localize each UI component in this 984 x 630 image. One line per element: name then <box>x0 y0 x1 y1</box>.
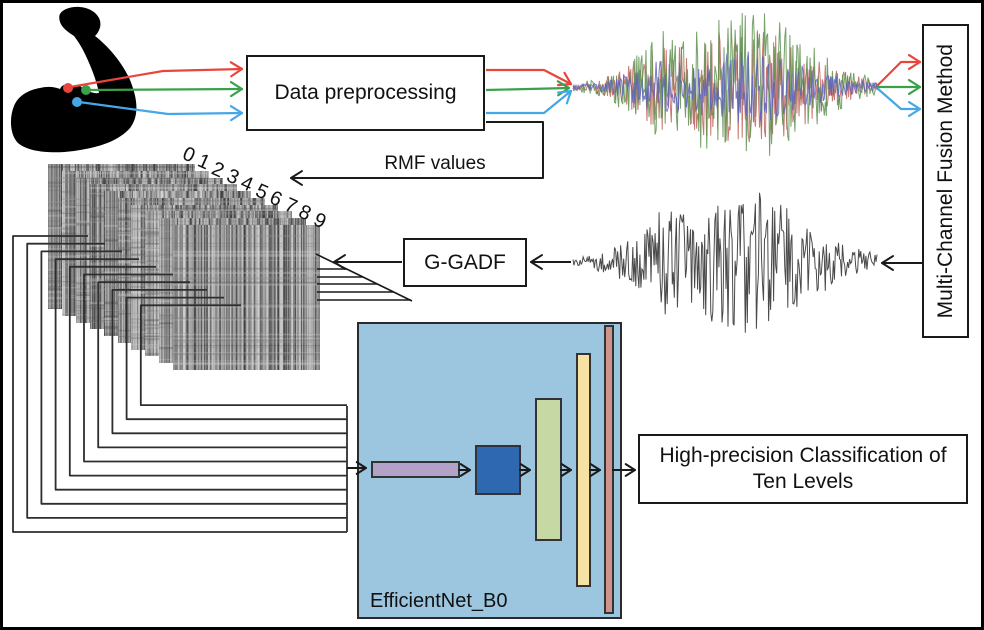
arm-silhouette <box>10 6 137 153</box>
rmf-values-label: RMF values <box>384 153 486 174</box>
stack-digit: 8 <box>295 201 315 226</box>
classification-box: High-precision Classification of Ten Lev… <box>638 434 968 504</box>
data-preprocessing-box: Data preprocessing <box>246 55 485 131</box>
signal-waveforms <box>572 12 878 333</box>
data-preprocessing-label: Data preprocessing <box>274 81 457 104</box>
efficientnet-box: EfficientNet_B0 <box>357 322 622 619</box>
classification-label: High-precision Classification of Ten Lev… <box>659 443 947 493</box>
stack-digit: 4 <box>237 171 257 197</box>
network-block-5 <box>604 325 614 614</box>
multi-channel-fusion-box: Multi-Channel Fusion Method <box>922 24 969 338</box>
network-block-1 <box>371 461 460 478</box>
g-gadf-label: G-GADF <box>424 250 506 274</box>
electrode-dot-green <box>81 85 91 95</box>
multi-channel-fusion-label: Multi-Channel Fusion Method <box>933 43 957 319</box>
g-gadf-box: G-GADF <box>403 238 527 287</box>
electrode-dot-blue <box>72 97 82 107</box>
network-block-3 <box>535 398 562 541</box>
network-block-4 <box>576 353 591 587</box>
gadf-image-layer <box>173 225 320 370</box>
efficientnet-label: EfficientNet_B0 <box>370 590 508 612</box>
network-block-2 <box>475 445 521 495</box>
electrode-dot-red <box>63 83 73 93</box>
stack-digit: 9 <box>309 208 329 234</box>
